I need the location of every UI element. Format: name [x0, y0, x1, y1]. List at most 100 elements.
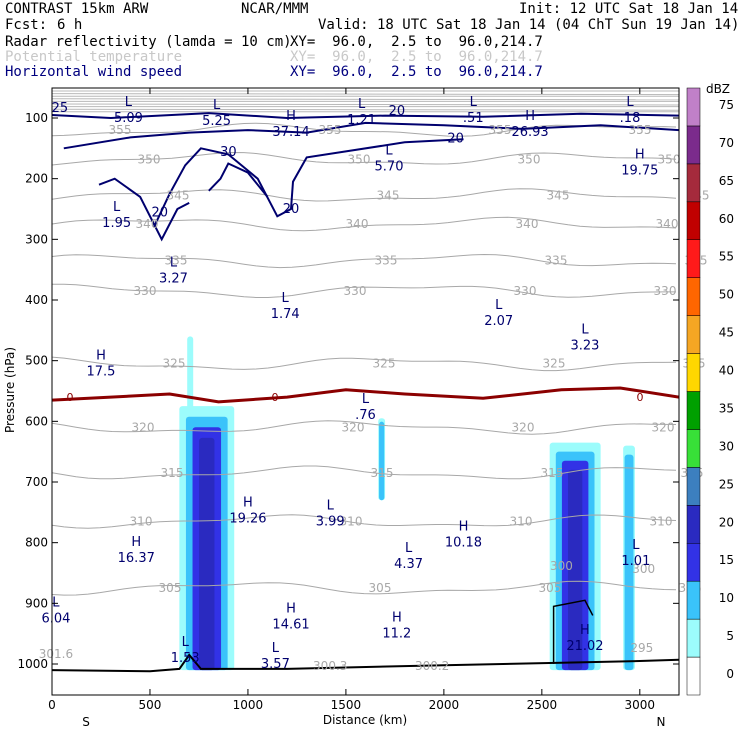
theta-upper-band	[52, 98, 679, 101]
theta-value-label: 300.3	[313, 659, 347, 673]
theta-contour-label: 340	[656, 217, 679, 231]
colorbar-segment	[686, 656, 701, 696]
colorbar-label: 60	[719, 212, 734, 226]
colorbar-segment	[686, 505, 701, 544]
theta-contour-label: 330	[134, 284, 157, 298]
theta-contour-label: 315	[371, 466, 394, 480]
forecast-hour: 6 h	[57, 17, 83, 33]
extremum-marker: L	[272, 641, 280, 656]
colorbar-label: 70	[719, 136, 734, 150]
plot-frame	[51, 87, 680, 696]
theta-contour-label: 310	[130, 514, 153, 528]
extremum-value: 37.14	[272, 125, 309, 140]
colorbar-segment	[686, 277, 701, 316]
field-name-theta: Potential temperature	[5, 49, 183, 65]
theta-contour-label: 350	[658, 152, 681, 166]
colorbar-label: 5	[726, 629, 734, 643]
freezing-level-label: 0	[272, 391, 279, 404]
theta-contour-label: 335	[165, 254, 188, 268]
theta-contour-label: 320	[652, 420, 675, 434]
theta-contour-label: 355	[319, 123, 342, 137]
theta-contour-label: 350	[138, 152, 161, 166]
extremum-marker: L	[581, 322, 589, 337]
extremum-value: 1.21	[347, 113, 376, 128]
colorbar-label: 0	[726, 667, 734, 681]
extremum-value: 1.74	[271, 307, 300, 322]
extremum-value: 21.02	[566, 639, 603, 654]
theta-contour-label: 345	[547, 189, 570, 203]
extremum-marker: L	[213, 98, 221, 113]
y-tick-label: 500	[25, 354, 48, 368]
colorbar-label: 50	[719, 288, 734, 302]
extremum-marker: L	[282, 291, 290, 306]
theta-contour-label: 305	[369, 581, 392, 595]
wind-contour-label: 20	[283, 202, 300, 217]
field-xy-theta: XY= 96.0, 2.5 to 96.0,214.7	[290, 49, 543, 65]
extremum-value: 3.99	[316, 514, 345, 529]
x-tick-label: 2500	[527, 698, 558, 712]
theta-value-label: 295	[630, 641, 653, 655]
extremum-value: 1.53	[171, 651, 200, 666]
extremum-value: .51	[463, 111, 484, 126]
extremum-value: 3.23	[570, 338, 599, 353]
extremum-marker: L	[170, 256, 178, 271]
extremum-marker: H	[243, 495, 253, 510]
x-tick-label: 0	[48, 698, 56, 712]
theta-contour-label: 320	[342, 420, 365, 434]
theta-contour-label: 335	[545, 254, 568, 268]
south-label: S	[82, 715, 90, 729]
extremum-marker: L	[182, 635, 190, 650]
reflectivity-cell-2-layer-1	[624, 454, 634, 671]
theta-contour-label: 350	[348, 152, 371, 166]
theta-contour-line	[52, 356, 677, 372]
extremum-marker: L	[626, 95, 634, 110]
colorbar-segment	[686, 201, 701, 240]
field-name-reflectivity: Radar reflectivity (lamda = 10 cm)	[5, 34, 292, 50]
extremum-value: 10.18	[445, 536, 482, 551]
y-tick-label: 100	[25, 111, 48, 125]
theta-contour-label: 350	[518, 152, 541, 166]
theta-upper-band	[52, 103, 679, 106]
theta-contour-label: 315	[541, 466, 564, 480]
y-tick-label: 700	[25, 475, 48, 489]
wind-contour-label: 20	[151, 205, 168, 220]
extremum-marker: L	[405, 541, 413, 556]
x-tick-label: 1500	[331, 698, 362, 712]
theta-contour-label: 355	[489, 123, 512, 137]
theta-contour-line	[52, 122, 677, 137]
theta-contour-label: 320	[132, 420, 155, 434]
forecast-label: Fcst:	[5, 17, 48, 33]
colorbar-label: 40	[719, 364, 734, 378]
theta-value-label: 300.2	[415, 659, 449, 673]
extremum-value: 2.07	[484, 314, 513, 329]
extremum-value: 14.61	[272, 618, 309, 633]
reflectivity-cell-1-layer-3	[568, 469, 583, 671]
theta-value-label: 301.6	[39, 647, 73, 661]
colorbar-label: 35	[719, 401, 734, 415]
colorbar-label: 20	[719, 515, 734, 529]
extremum-value: 17.5	[87, 365, 116, 380]
colorbar-segment	[686, 315, 701, 354]
wind-speed-contour	[98, 177, 190, 242]
theta-contour-line	[52, 188, 677, 202]
theta-contour-line	[52, 253, 677, 269]
theta-value-label: 300	[632, 562, 655, 576]
colorbar-label: 75	[719, 98, 734, 112]
extremum-value: .76	[355, 408, 376, 423]
y-axis-label: Pressure (hPa)	[3, 347, 17, 433]
reflectivity-cell-3-layer-1	[379, 421, 385, 501]
extremum-marker: L	[125, 95, 133, 110]
field-name-wind: Horizontal wind speed	[5, 64, 183, 80]
theta-contour-line	[52, 420, 677, 435]
theta-contour-label: 330	[654, 284, 677, 298]
wind-speed-closed-contour	[552, 599, 594, 664]
theta-contour-label: 330	[514, 284, 537, 298]
colorbar-segment	[686, 429, 701, 468]
reflectivity-cell-0-layer-3	[199, 437, 215, 671]
colorbar-segment	[686, 353, 701, 392]
theta-contour-label: 355	[109, 123, 132, 137]
theta-contour-label: 320	[512, 420, 535, 434]
theta-contour-label: 325	[543, 357, 566, 371]
x-tick-label: 2000	[429, 698, 460, 712]
